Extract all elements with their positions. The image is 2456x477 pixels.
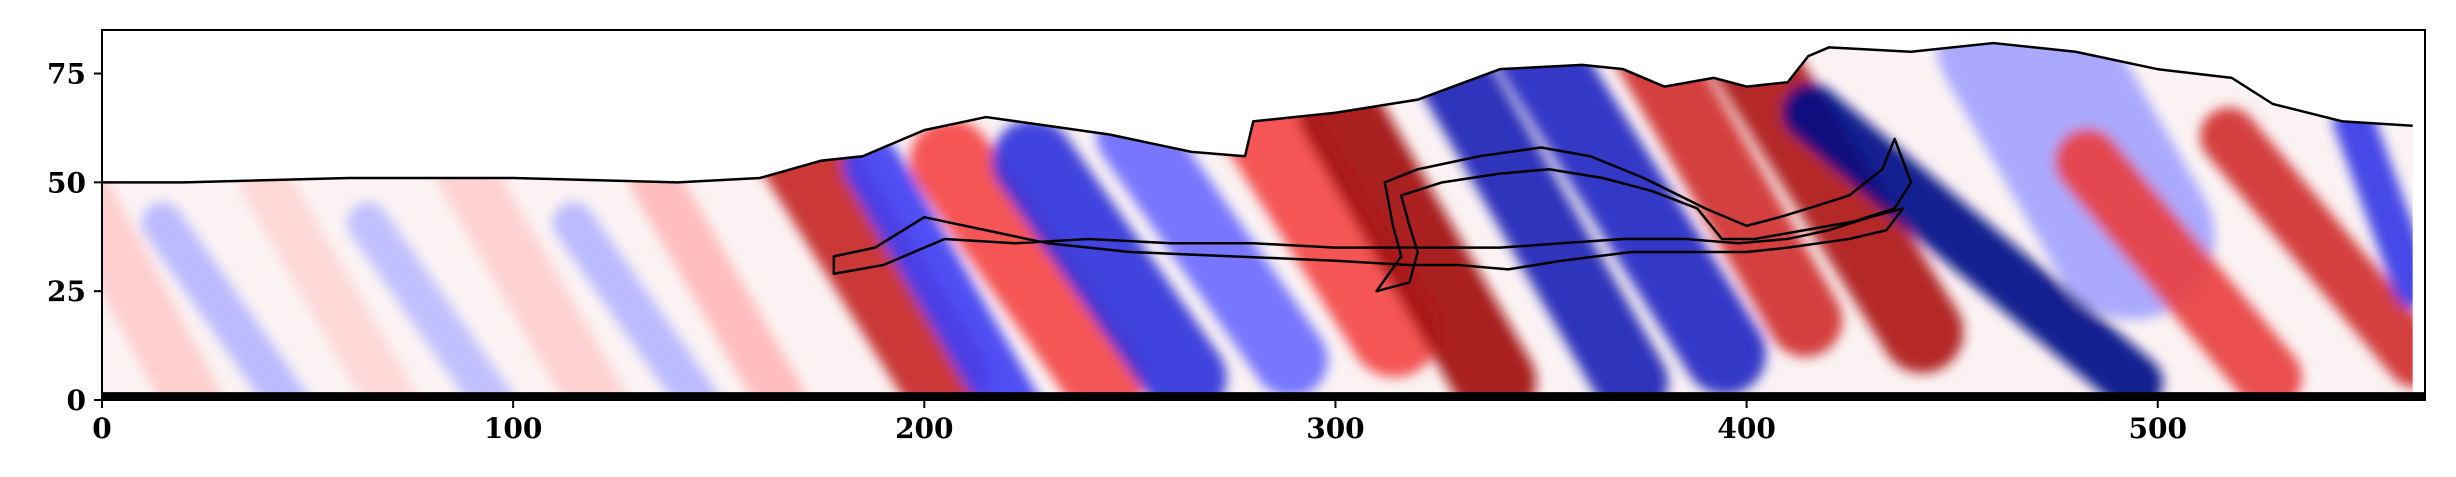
plot-area: 0 100 200 300 400 500 0 25 50 75 — [47, 29, 2426, 445]
y-tick-label: 0 — [67, 384, 86, 417]
heatmap-band — [239, 155, 417, 400]
heatmap-band — [1782, 83, 2163, 400]
x-tick-label: 400 — [1717, 412, 1775, 445]
heatmap-band — [432, 136, 636, 400]
heatmap-band — [552, 202, 721, 400]
heatmap-band — [1694, 43, 1964, 374]
x-tick-label: 300 — [1306, 412, 1364, 445]
heatmap-field — [102, 43, 2413, 400]
x-tick-label: 0 — [92, 412, 111, 445]
contour-layer — [102, 41, 2425, 400]
axes-frame — [101, 29, 2426, 401]
band-layer — [102, 43, 2413, 400]
heatmap-band — [630, 155, 808, 400]
heatmap-band — [2054, 128, 2302, 400]
inner-contour — [1375, 137, 1913, 293]
x-tick-label: 500 — [2129, 412, 2187, 445]
heatmap-band — [2333, 100, 2413, 308]
x-tick-label: 200 — [895, 412, 953, 445]
heatmap-band — [1609, 43, 1843, 357]
ticks-layer: 0 100 200 300 400 500 0 25 50 75 — [47, 58, 2187, 445]
y-tick-label: 25 — [47, 275, 86, 308]
heatmap-band — [102, 112, 220, 400]
top-boundary-line — [102, 41, 2413, 184]
y-tick-label: 75 — [47, 58, 86, 91]
heatmap-band — [909, 119, 1145, 400]
heatmap-band — [2200, 107, 2413, 388]
heatmap-band — [843, 136, 1047, 400]
heatmap-band — [1096, 98, 1328, 397]
heatmap-band — [347, 202, 515, 400]
heatmap-band — [1496, 43, 1767, 395]
heatmap-band — [141, 202, 310, 400]
inner-contour — [832, 207, 1905, 276]
heatmap-band — [1413, 43, 1669, 400]
heatmap-band — [991, 119, 1227, 400]
x-tick-label: 100 — [484, 412, 542, 445]
y-tick-label: 50 — [47, 166, 86, 199]
